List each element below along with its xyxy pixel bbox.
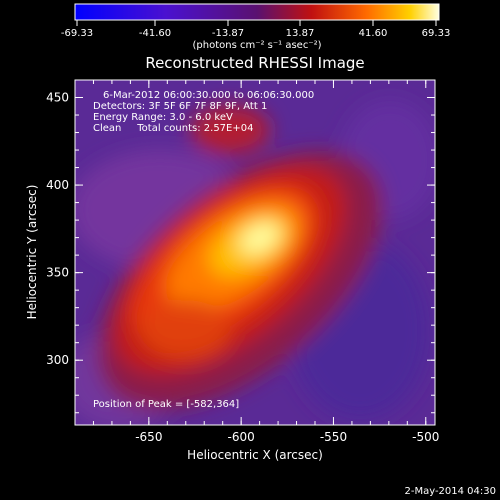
colorbar-tick-label: 69.33 bbox=[422, 28, 451, 39]
annotation-detectors: Detectors: 3F 5F 6F 7F 8F 9F, Att 1 bbox=[93, 101, 267, 112]
peak-position-label: Position of Peak = [-582,364] bbox=[93, 399, 239, 410]
x-tick-label: -600 bbox=[228, 430, 255, 444]
y-tick-label: 300 bbox=[46, 353, 69, 367]
y-axis-label: Heliocentric Y (arcsec) bbox=[25, 185, 39, 320]
colorbar-tick-label: -69.33 bbox=[61, 28, 93, 39]
y-tick-label: 350 bbox=[46, 266, 69, 280]
x-tick-label: -550 bbox=[320, 430, 347, 444]
solar-image bbox=[75, 80, 435, 425]
y-tick-label: 400 bbox=[46, 178, 69, 192]
x-tick-label: -650 bbox=[135, 430, 162, 444]
colorbar-ticks: -69.33 -41.60 -13.87 13.87 41.60 69.33 bbox=[61, 20, 450, 39]
plot-frame bbox=[74, 79, 436, 426]
colorbar-unit-label: (photons cm⁻² s⁻¹ asec⁻²) bbox=[192, 40, 321, 51]
colorbar-gradient bbox=[74, 3, 440, 21]
annotation-counts: Clean Total counts: 2.57E+04 bbox=[93, 123, 253, 134]
annotation-time: 6-Mar-2012 06:00:30.000 to 06:06:30.000 bbox=[103, 90, 314, 101]
colorbar-tick-label: -13.87 bbox=[212, 28, 244, 39]
plot-title: Reconstructed RHESSI Image bbox=[145, 54, 364, 72]
x-tick-label: -500 bbox=[412, 430, 439, 444]
annotation-block: 6-Mar-2012 06:00:30.000 to 06:06:30.000 … bbox=[93, 90, 314, 134]
colorbar-tick-label: -41.60 bbox=[139, 28, 171, 39]
axis-ticks: -650 -600 -550 -500 300 350 400 450 bbox=[46, 79, 439, 444]
colorbar: -69.33 -41.60 -13.87 13.87 41.60 69.33 (photo… bbox=[61, 3, 450, 51]
y-tick-label: 450 bbox=[46, 91, 69, 105]
footer-timestamp: 2-May-2014 04:30 bbox=[404, 486, 496, 497]
colorbar-tick-label: 41.60 bbox=[359, 28, 388, 39]
annotation-energy: Energy Range: 3.0 - 6.0 keV bbox=[93, 112, 233, 123]
colorbar-tick-label: 13.87 bbox=[286, 28, 315, 39]
x-axis-label: Heliocentric X (arcsec) bbox=[187, 448, 323, 462]
